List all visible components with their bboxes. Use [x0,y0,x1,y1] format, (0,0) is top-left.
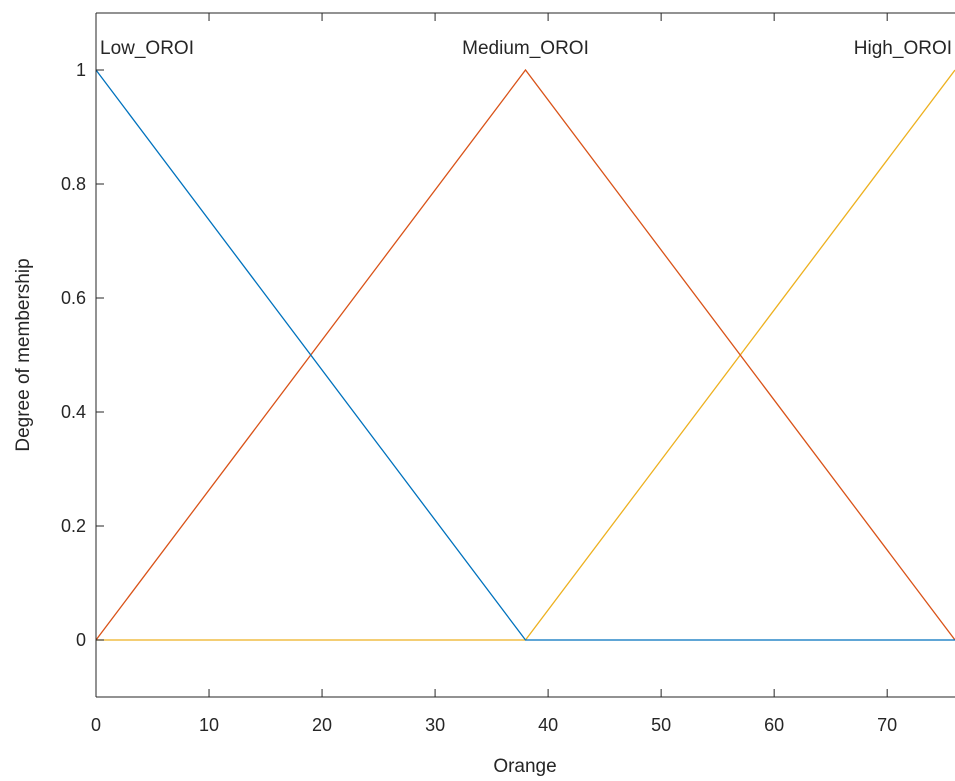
axes-layer [95,12,955,698]
y-axis-title: Degree of membership [13,258,34,451]
x-tick-label: 40 [538,715,558,735]
series-label-medium-oroi: Medium_OROI [462,38,589,59]
series-line-low-oroi [95,69,955,641]
y-tick-label: 0.6 [61,288,86,308]
series-label-high-oroi: High_OROI [854,38,952,59]
series-label-layer: Low_OROI Medium_OROI High_OROI [100,38,952,59]
x-tick-label: 10 [199,715,219,735]
x-tick-label: 70 [877,715,897,735]
y-tick-label: 0.8 [61,174,86,194]
tick-layer: 0 10 20 30 40 50 60 70 0 0.2 0.4 0.6 0.8 1 [61,13,897,735]
series-label-low-oroi: Low_OROI [100,38,194,59]
x-tick-label: 30 [425,715,445,735]
y-tick-label: 0 [76,630,86,650]
x-axis-title: Orange [493,756,556,777]
y-tick-label: 0.2 [61,516,86,536]
y-tick-label: 0.4 [61,402,86,422]
y-tick-label: 1 [76,60,86,80]
plot-area [96,13,955,697]
series-line-medium-oroi [95,68,955,641]
x-tick-label: 50 [651,715,671,735]
x-tick-label: 60 [764,715,784,735]
x-tick-label: 20 [312,715,332,735]
series-layer [95,68,955,641]
x-tick-label: 0 [91,715,101,735]
